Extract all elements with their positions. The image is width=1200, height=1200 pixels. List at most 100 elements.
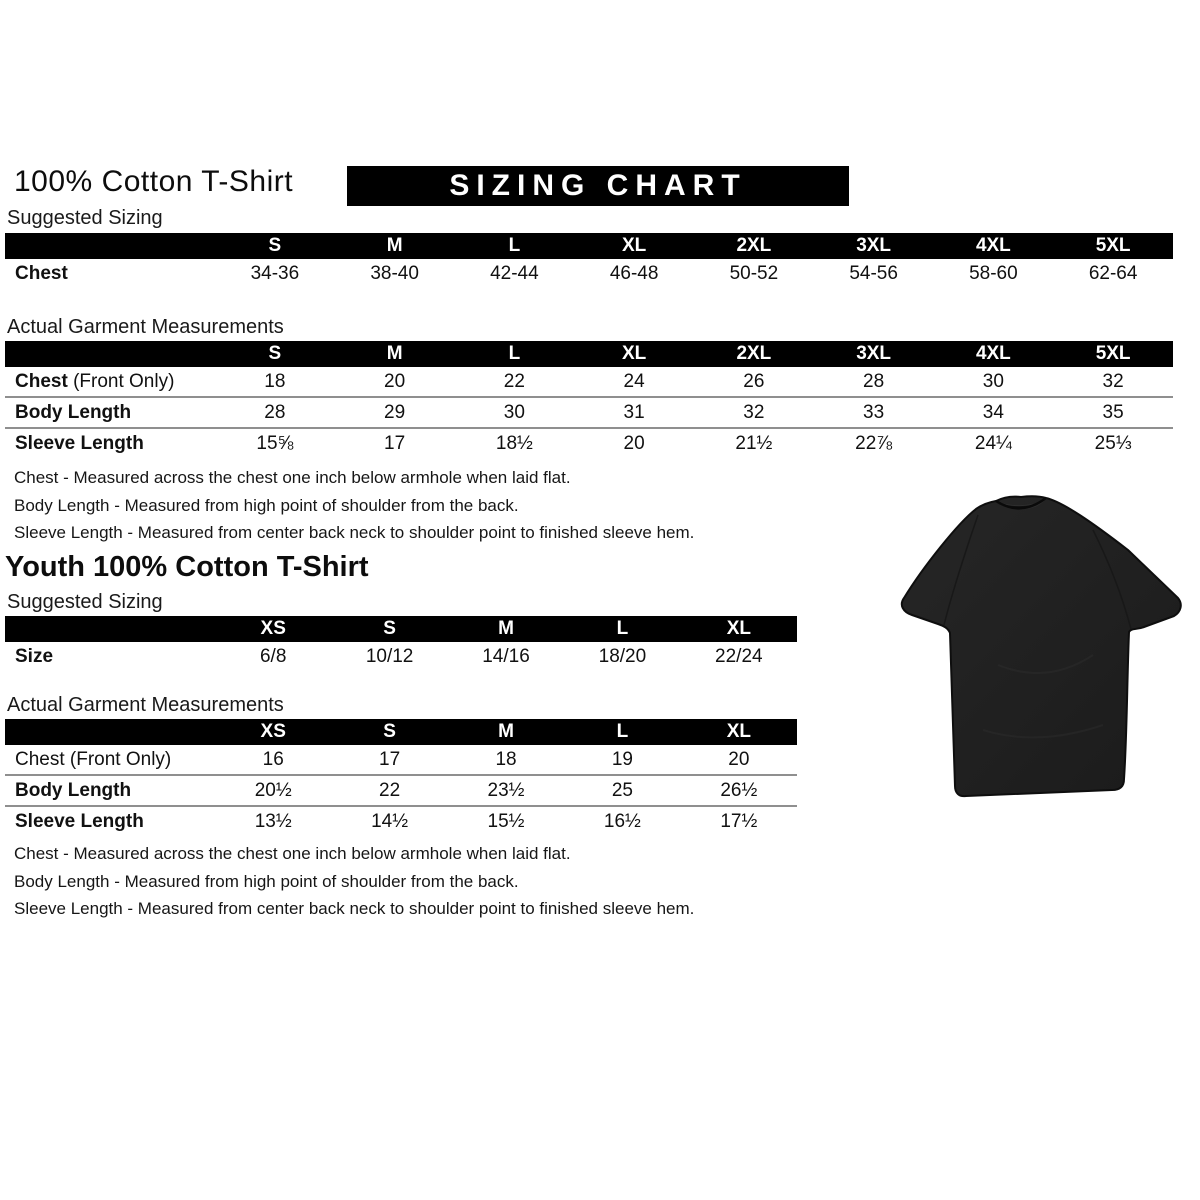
measurement-value: 28 (264, 401, 286, 423)
row-label-bold: Chest (15, 262, 68, 284)
measurement-value: 62-64 (1088, 262, 1138, 284)
measurement-value: 26½ (720, 779, 758, 801)
measurement-value: 19 (611, 748, 633, 770)
adult-notes: Chest - Measured across the chest one in… (14, 464, 694, 547)
size-column-header: XL (726, 721, 751, 742)
measurement-value: 22⅞ (855, 432, 893, 454)
measurement-value: 6/8 (259, 645, 287, 667)
row-label: Sleeve Length (5, 433, 215, 455)
row-label-bold: Sleeve Length (15, 810, 144, 832)
measurement-value: 17 (384, 432, 406, 454)
adult-heading: 100% Cotton T-Shirt (14, 165, 294, 198)
size-column-header: S (268, 235, 282, 256)
tshirt-wrinkle (997, 654, 1094, 674)
size-column-header: S (383, 721, 396, 742)
adult-suggested-label: Suggested Sizing (7, 207, 163, 229)
youth-heading: Youth 100% Cotton T-Shirt (5, 551, 369, 583)
size-column-header: 2XL (736, 235, 772, 256)
table-row: Chest (Front Only) 18 20 22 24 26 28 30 32 (5, 367, 1173, 396)
size-column-header: L (616, 721, 629, 742)
table-header-row: XS S M L XL (5, 616, 797, 642)
youth-suggested-label: Suggested Sizing (7, 591, 163, 613)
row-label: Body Length (5, 402, 215, 424)
row-label: Chest (Front Only) (15, 748, 172, 770)
measurement-value: 20½ (254, 779, 292, 801)
table-row: Chest (Front Only) 16 17 18 19 20 (5, 745, 797, 774)
measurement-value: 29 (384, 401, 406, 423)
tshirt-sleeve-seam-right (1092, 529, 1132, 630)
row-label: Sleeve Length (5, 811, 215, 833)
note-sleeve-length: Sleeve Length - Measured from center bac… (14, 523, 695, 542)
tshirt-image (900, 495, 1182, 798)
measurement-value: 16 (262, 748, 284, 770)
measurement-value: 20 (623, 432, 645, 454)
measurement-value: 46-48 (609, 262, 659, 284)
size-column-header: M (498, 618, 514, 639)
measurement-value: 58-60 (969, 262, 1018, 284)
adult-actual-table: S M L XL 2XL 3XL 4XL 5XL Chest (Front Only) 18 20 2… (5, 341, 1173, 458)
size-column-header: M (498, 721, 514, 742)
measurement-value: 21½ (735, 432, 773, 454)
row-label-bold: Body Length (15, 779, 132, 801)
measurement-value: 34 (982, 401, 1004, 423)
size-column-header: 2XL (736, 343, 772, 364)
size-column-header: XL (726, 618, 751, 639)
measurement-value: 33 (863, 401, 885, 423)
size-column-header: 3XL (856, 343, 892, 364)
note-chest: Chest - Measured across the chest one in… (14, 468, 571, 487)
table-row: Body Length 28 29 30 31 32 33 34 35 (5, 396, 1173, 427)
size-column-header: 5XL (1095, 343, 1131, 364)
measurement-value: 22 (379, 779, 401, 801)
measurement-value: 32 (743, 401, 765, 423)
youth-actual-label: Actual Garment Measurements (7, 694, 284, 716)
note-chest: Chest - Measured across the chest one in… (14, 844, 571, 863)
size-column-header: 4XL (975, 343, 1011, 364)
table-header-row: XS S M L XL (5, 719, 797, 745)
row-label-bold: Body Length (15, 401, 132, 423)
row-label-bold: Chest (15, 370, 68, 392)
adult-actual-label: Actual Garment Measurements (7, 316, 284, 338)
youth-actual-table: XS S M L XL Chest (Front Only) 16 17 18 19 20 Body … (5, 719, 797, 836)
size-column-header: XL (621, 235, 647, 256)
measurement-value: 24¼ (974, 432, 1012, 454)
measurement-value: 18½ (495, 432, 533, 454)
table-row: Size 6/8 10/12 14/16 18/20 22/24 (5, 642, 797, 671)
measurement-value: 28 (863, 370, 885, 392)
measurement-value: 22 (503, 370, 525, 392)
size-column-header: XS (260, 618, 286, 639)
tshirt-collar-seam (995, 497, 1047, 510)
measurement-value: 30 (503, 401, 525, 423)
row-label-bold: Size (15, 645, 54, 667)
youth-suggested-table: XS S M L XL Size 6/8 10/12 14/16 18/20 22/24 (5, 616, 797, 671)
table-row: Body Length 20½ 22 23½ 25 26½ (5, 774, 797, 805)
table-row: Chest 34-36 38-40 42-44 46-48 50-52 54-56 58-60… (5, 259, 1173, 288)
measurement-value: 31 (623, 401, 645, 423)
measurement-value: 16½ (603, 810, 641, 832)
measurement-value: 25⅓ (1094, 432, 1132, 454)
measurement-value: 14½ (371, 810, 409, 832)
measurement-value: 13½ (254, 810, 292, 832)
size-column-header: 5XL (1095, 235, 1131, 256)
size-column-header: 3XL (856, 235, 892, 256)
measurement-value: 54-56 (849, 262, 898, 284)
row-label: Chest (5, 263, 215, 285)
measurement-value: 15⅝ (256, 432, 294, 454)
measurement-value: 20 (728, 748, 750, 770)
note-body-length: Body Length - Measured from high point o… (14, 871, 519, 891)
tshirt-body (900, 495, 1182, 798)
size-column-header: L (616, 618, 629, 639)
measurement-value: 18 (264, 370, 286, 392)
measurement-value: 26 (743, 370, 765, 392)
measurement-value: 30 (982, 370, 1004, 392)
measurement-value: 18/20 (598, 645, 647, 667)
table-row: Sleeve Length 15⅝ 17 18½ 20 21½ 22⅞ 24¼ 25⅓ (5, 427, 1173, 458)
note-sleeve-length: Sleeve Length - Measured from center bac… (14, 899, 695, 918)
size-column-header: 4XL (975, 235, 1011, 256)
measurement-value: 17½ (720, 810, 758, 832)
adult-suggested-table: S M L XL 2XL 3XL 4XL 5XL Chest 34-36 38-40 42-44 46-… (5, 233, 1173, 288)
table-row: Sleeve Length 13½ 14½ 15½ 16½ 17½ (5, 805, 797, 836)
size-column-header: M (386, 235, 403, 256)
measurement-value: 32 (1102, 370, 1124, 392)
youth-notes: Chest - Measured across the chest one in… (14, 840, 694, 923)
